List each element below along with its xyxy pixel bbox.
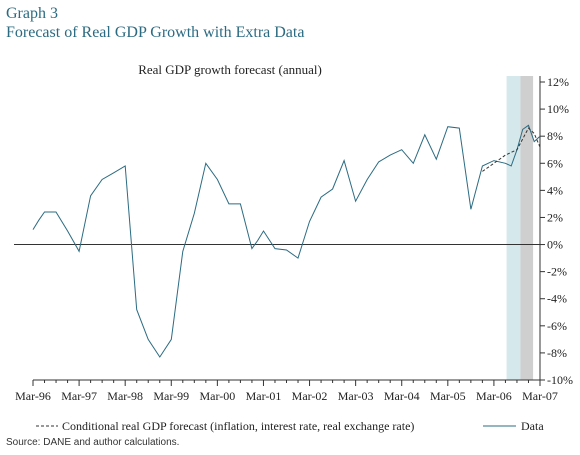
y-tick-label: 10% bbox=[547, 102, 569, 116]
graph-number: Graph 3 bbox=[6, 5, 58, 22]
legend: Conditional real GDP forecast (inflation… bbox=[36, 419, 544, 433]
y-tick-label: 6% bbox=[547, 156, 563, 170]
series-layer bbox=[32, 124, 541, 358]
y-tick-label: -4% bbox=[547, 292, 567, 306]
source-note: Source: DANE and author calculations. bbox=[6, 437, 180, 448]
y-tick-label: -2% bbox=[547, 265, 567, 279]
legend-label-data: Data bbox=[521, 419, 544, 433]
x-tick-label: Mar-96 bbox=[15, 389, 51, 403]
shaded-region-1 bbox=[506, 76, 521, 380]
y-tick-label: 4% bbox=[547, 183, 563, 197]
legend-label-forecast: Conditional real GDP forecast (inflation… bbox=[62, 419, 414, 433]
y-tick-label: 2% bbox=[547, 210, 563, 224]
y-tick-label: 0% bbox=[547, 238, 563, 252]
x-tick-label: Mar-97 bbox=[61, 389, 97, 403]
x-tick-label: Mar-99 bbox=[153, 389, 189, 403]
figure-title: Forecast of Real GDP Growth with Extra D… bbox=[6, 24, 305, 41]
x-tick-label: Mar-01 bbox=[246, 389, 282, 403]
x-tick-label: Mar-06 bbox=[476, 389, 512, 403]
forecast-shading bbox=[506, 76, 534, 380]
chart-axes: 12% 10% 8% 6% 4% 2% 0% -2% -4% -6% -8% -10% Mar-96 Ma… bbox=[14, 75, 573, 403]
chart-title: Real GDP growth forecast (annual) bbox=[138, 62, 322, 77]
figure-header: Graph 3 Forecast of Real GDP Growth with… bbox=[6, 4, 304, 42]
x-tick-label: Mar-00 bbox=[199, 389, 235, 403]
x-tick-label: Mar-05 bbox=[430, 389, 466, 403]
y-tick-label: -6% bbox=[547, 319, 567, 333]
x-tick-label: Mar-04 bbox=[384, 389, 420, 403]
data-series-line bbox=[32, 124, 541, 358]
x-tick-label: Mar-07 bbox=[522, 389, 558, 403]
y-tick-label: -10% bbox=[547, 373, 573, 387]
x-tick-label: Mar-03 bbox=[338, 389, 374, 403]
x-tick-label: Mar-02 bbox=[292, 389, 328, 403]
x-tick-label: Mar-98 bbox=[107, 389, 143, 403]
y-tick-label: 12% bbox=[547, 75, 569, 89]
forecast-series-line bbox=[482, 127, 541, 172]
y-tick-label: 8% bbox=[547, 129, 563, 143]
shaded-region-2 bbox=[520, 76, 534, 380]
y-tick-label: -8% bbox=[547, 346, 567, 360]
